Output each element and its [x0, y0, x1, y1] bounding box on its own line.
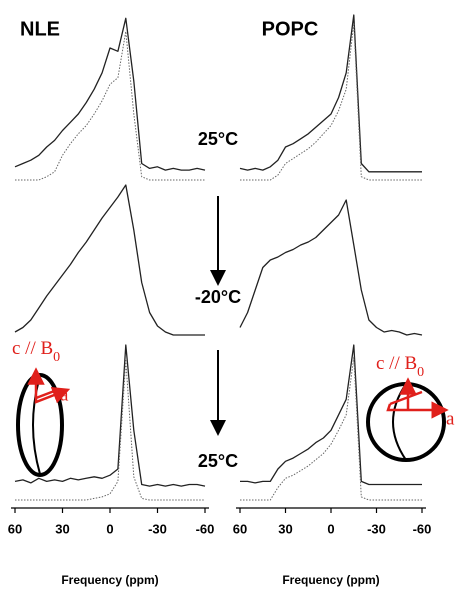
spectrum: [14, 17, 206, 171]
x-tick-label: 60: [233, 521, 247, 536]
dotted-spectrum: [240, 22, 422, 181]
x-axis-label: Frequency (ppm): [61, 573, 158, 587]
temperature-label: -20°C: [195, 287, 241, 307]
dotted-spectrum: [15, 31, 205, 181]
temperature-label: 25°C: [198, 451, 238, 471]
temperature-label: 25°C: [198, 129, 238, 149]
x-tick-label: -60: [196, 521, 215, 536]
spectrum: [14, 184, 205, 336]
x-tick-label: -30: [367, 521, 386, 536]
x-tick-label: 0: [327, 521, 334, 536]
x-tick-label: 0: [106, 521, 113, 536]
axis-c-sub: 0: [53, 350, 60, 365]
x-tick-label: -60: [413, 521, 432, 536]
spectrum: [239, 199, 423, 336]
spectrum: [239, 14, 422, 173]
x-axis-label: Frequency (ppm): [282, 573, 379, 587]
x-tick-label: -30: [148, 521, 167, 536]
orientation-diagram: c // B0 a: [366, 353, 455, 462]
dotted-spectrum: [240, 356, 422, 501]
x-tick-label: 30: [55, 521, 69, 536]
x-tick-label: 30: [278, 521, 292, 536]
axis-c: c // B: [376, 353, 417, 374]
spectrum: [240, 344, 422, 486]
axis-a: a: [446, 408, 455, 429]
axis-label: c // B0: [12, 338, 60, 364]
chart-title: POPC: [262, 18, 319, 40]
x-tick-label: 60: [8, 521, 22, 536]
axis-c-sub: 0: [417, 365, 424, 380]
axis-a: a: [60, 384, 69, 405]
axis-label: c // B0: [376, 353, 424, 379]
dotted-spectrum: [15, 360, 205, 501]
axis-c: c // B: [12, 338, 53, 359]
orientation-diagram: c // B0 a: [12, 338, 71, 477]
spectrum: [14, 344, 206, 487]
chart-title: NLE: [20, 18, 60, 40]
